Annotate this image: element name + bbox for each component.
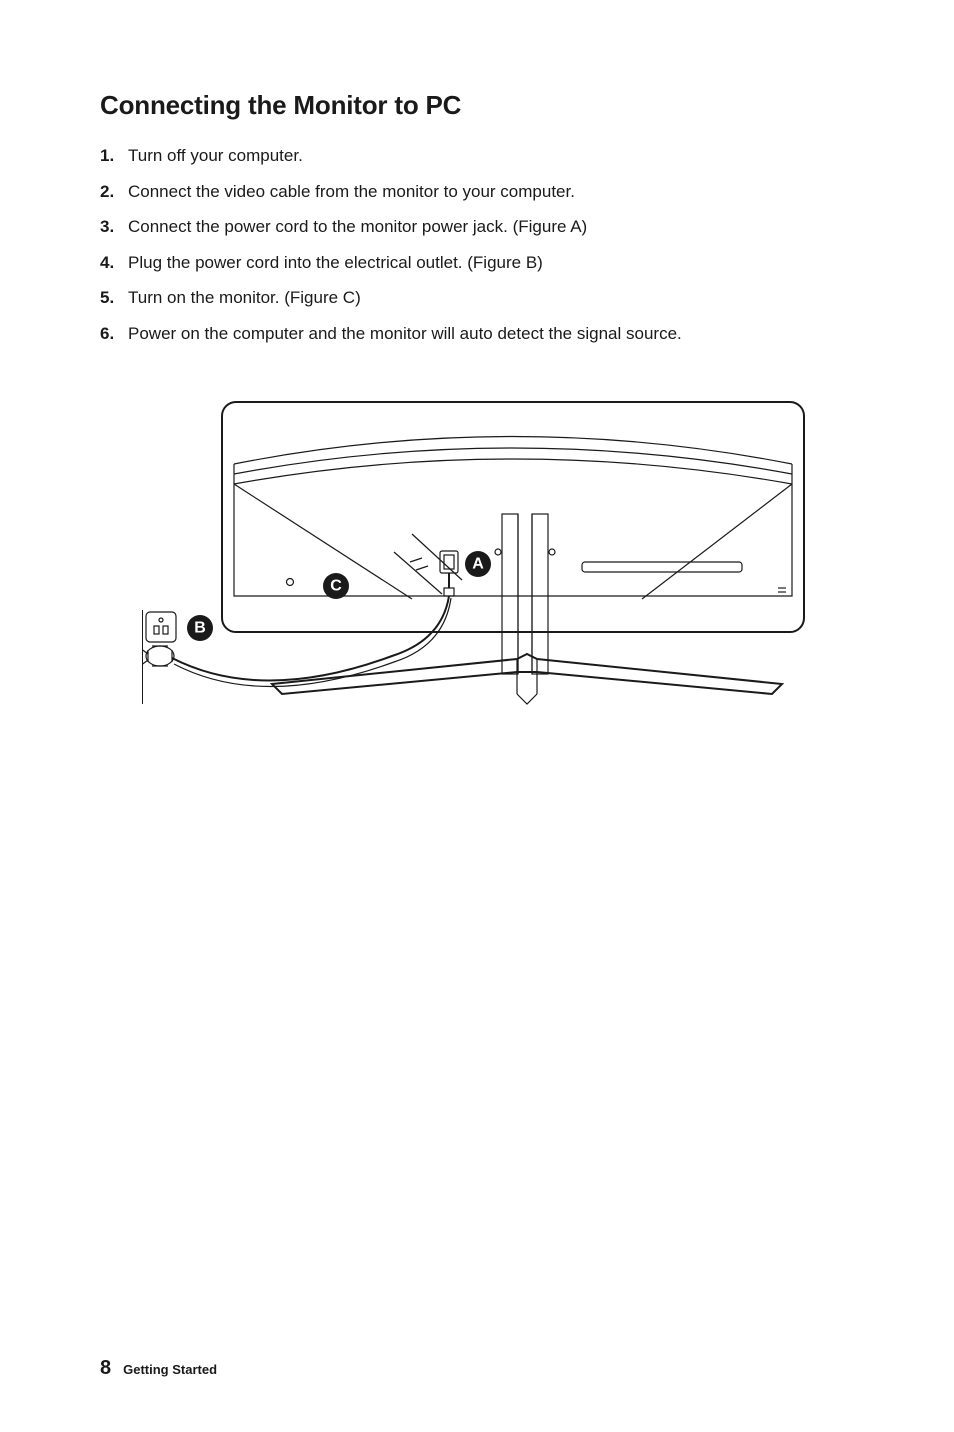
instruction-step: Plug the power cord into the electrical … [100,250,854,276]
page-number: 8 [100,1357,111,1380]
monitor-diagram: A B C [142,394,812,724]
instruction-step: Power on the computer and the monitor wi… [100,321,854,347]
section-heading: Connecting the Monitor to PC [100,90,854,121]
instruction-step: Turn off your computer. [100,143,854,169]
callout-b-label: B [194,620,206,637]
instruction-step: Connect the power cord to the monitor po… [100,214,854,240]
page-footer: 8 Getting Started [100,1357,217,1380]
section-title: Getting Started [123,1362,217,1377]
callout-a-label: A [472,556,484,573]
callout-c-label: C [330,578,342,595]
instruction-step: Turn on the monitor. (Figure C) [100,285,854,311]
instruction-list: Turn off your computer. Connect the vide… [100,143,854,346]
instruction-step: Connect the video cable from the monitor… [100,179,854,205]
